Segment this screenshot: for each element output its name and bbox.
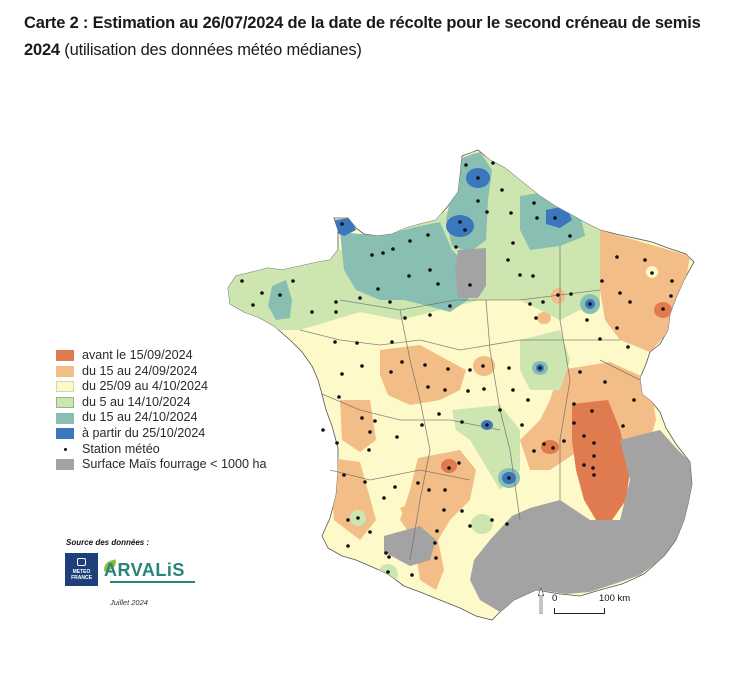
legend-swatch <box>56 397 74 409</box>
legend-swatch <box>56 365 74 377</box>
legend-item-after-25-10: à partir du 25/10/2024 <box>56 426 266 442</box>
legend-item-before-15-09: avant le 15/09/2024 <box>56 348 266 364</box>
meteo-france-logo: METEO FRANCE <box>65 553 98 586</box>
arvalis-underline <box>110 581 195 583</box>
map-title: Carte 2 : Estimation au 26/07/2024 de la… <box>24 10 734 64</box>
legend-label: du 25/09 au 4/10/2024 <box>82 379 209 394</box>
map-date: Juillet 2024 <box>110 598 148 607</box>
meteo-logo-text-2: FRANCE <box>71 575 92 581</box>
legend-item-25-09-4-10: du 25/09 au 4/10/2024 <box>56 379 266 395</box>
legend-label: Station météo <box>82 441 160 456</box>
legend-item-15-24-09: du 15 au 24/09/2024 <box>56 364 266 380</box>
legend-label: Surface Maïs fourrage < 1000 ha <box>82 457 267 472</box>
station-dot-icon <box>56 444 74 455</box>
legend-item-low-surface: Surface Maïs fourrage < 1000 ha <box>56 457 266 473</box>
legend-item-station: Station météo <box>56 442 266 458</box>
legend-label: du 5 au 14/10/2024 <box>82 394 191 409</box>
legend-item-15-24-10: du 15 au 24/10/2024 <box>56 410 266 426</box>
scale-distance: 100 km <box>599 593 631 604</box>
legend-swatch <box>56 428 74 440</box>
legend-item-5-14-10: du 5 au 14/10/2024 <box>56 395 266 411</box>
map-legend: avant le 15/09/2024 du 15 au 24/09/2024 … <box>56 348 266 473</box>
legend-label: du 15 au 24/09/2024 <box>82 363 198 378</box>
title-subtitle: (utilisation des données météo médianes) <box>64 41 362 59</box>
legend-swatch <box>56 412 74 424</box>
legend-swatch <box>56 459 74 471</box>
arvalis-logo: ARVALiS <box>104 560 185 580</box>
legend-swatch <box>56 381 74 393</box>
legend-swatch <box>56 350 74 362</box>
legend-label: du 15 au 24/10/2024 <box>82 410 198 425</box>
scale-bar-line <box>554 608 605 614</box>
north-arrow-icon <box>538 588 544 614</box>
scale-zero: 0 <box>552 593 558 604</box>
meteo-logo-text-1: METEO <box>72 569 91 575</box>
legend-label: à partir du 25/10/2024 <box>82 425 206 440</box>
legend-label: avant le 15/09/2024 <box>82 348 193 362</box>
title-bold: Carte 2 : Estimation au 26/07/2024 de la… <box>24 14 701 59</box>
meteo-logo-icon <box>77 558 86 566</box>
source-label: Source des données : <box>66 538 150 547</box>
